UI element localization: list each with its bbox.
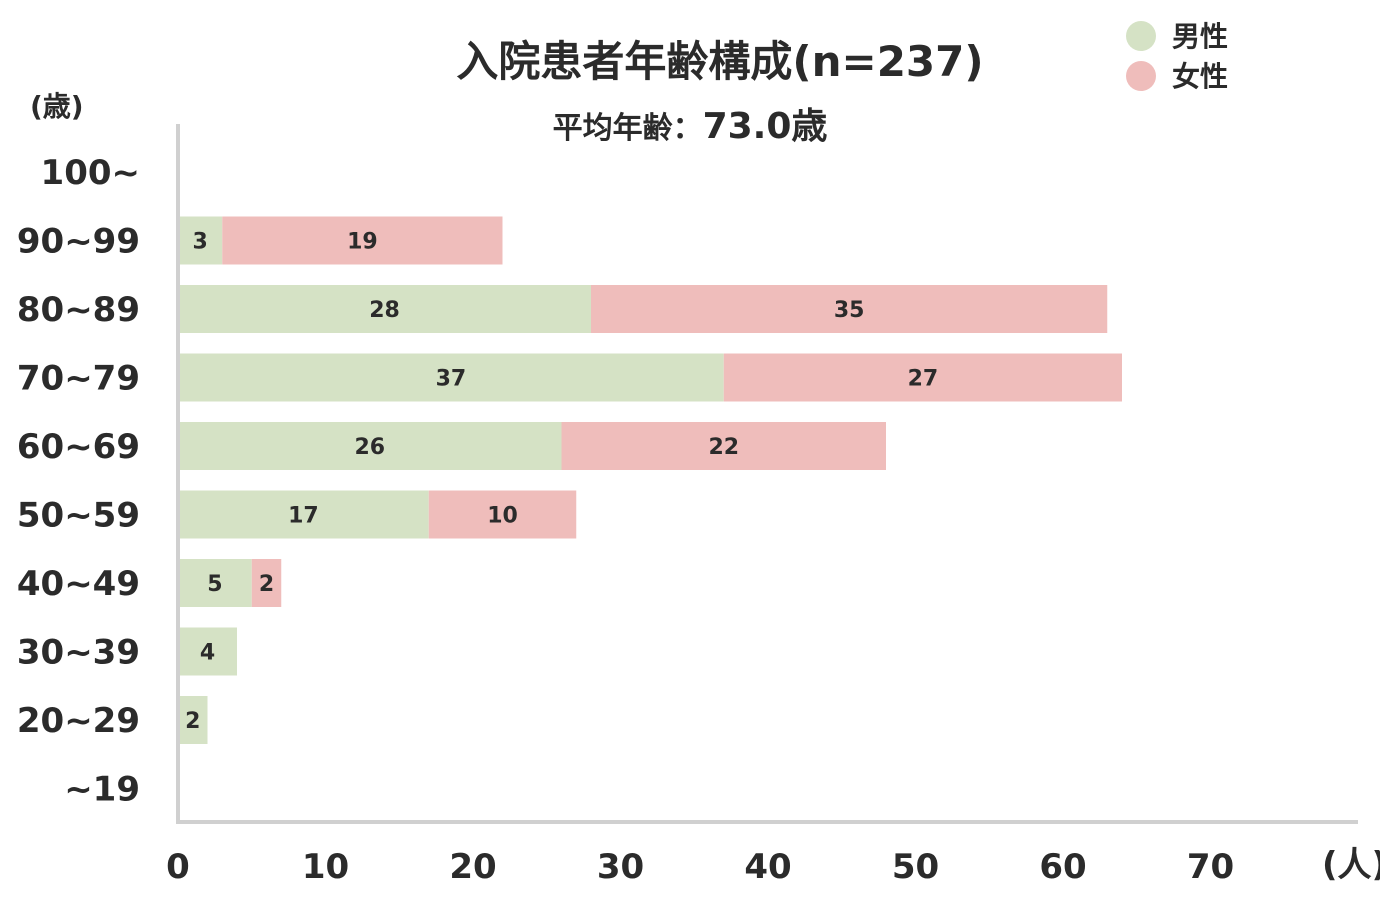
bar-value-label: 2 [185, 709, 200, 734]
chart-subtitle: 平均年齢：73.0歳 [553, 106, 828, 147]
category-label: 30~39 [17, 633, 140, 673]
bar-male [178, 627, 237, 676]
bar-value-label: 27 [908, 367, 939, 392]
bar-value-label: 35 [834, 298, 865, 323]
bar-male [178, 285, 591, 333]
subtitle-value: 73.0歳 [703, 106, 828, 147]
bar-male [178, 353, 724, 402]
category-label: 80~89 [17, 290, 140, 330]
legend-label: 男性 [1172, 20, 1228, 53]
x-tick-label: 60 [1039, 847, 1086, 887]
x-tick-labels: 0 10 20 30 40 50 60 70 [166, 847, 1234, 887]
bar-female [222, 216, 503, 265]
bar-value-label: 17 [288, 504, 319, 529]
category-label: 40~49 [17, 564, 140, 604]
bar-female [591, 285, 1108, 333]
bar-value-label: 26 [354, 435, 385, 460]
bar-value-label: 2 [259, 572, 274, 597]
bar-female [561, 422, 886, 470]
y-axis-unit-label: (歳) [30, 90, 84, 123]
x-tick-label: 10 [302, 847, 349, 887]
x-tick-label: 30 [597, 847, 644, 887]
bar-value-label: 19 [347, 230, 378, 255]
bar-female [723, 353, 1122, 402]
category-label: 60~69 [17, 427, 140, 467]
bar-male [178, 696, 208, 744]
x-tick-label: 40 [744, 847, 791, 887]
bar-value-label: 28 [369, 298, 400, 323]
bar-male [178, 422, 562, 470]
x-tick-label: 0 [166, 847, 190, 887]
legend-swatch [1126, 21, 1156, 51]
bar-value-label: 22 [708, 435, 739, 460]
x-axis-unit-label: (人) [1322, 845, 1380, 885]
legend-label: 女性 [1172, 60, 1228, 93]
category-label: ~19 [64, 770, 140, 810]
bar-female [251, 559, 282, 607]
bar-value-label: 37 [436, 367, 467, 392]
category-label: 90~99 [17, 222, 140, 262]
category-label: 70~79 [17, 359, 140, 399]
bar-male [178, 490, 429, 539]
chart-title: 入院患者年齢構成(n=237) [456, 37, 983, 86]
bar-value-label: 4 [200, 641, 215, 666]
legend-swatch [1126, 61, 1156, 91]
bar-male [178, 216, 223, 265]
x-tick-label: 20 [449, 847, 496, 887]
x-tick-label: 50 [892, 847, 939, 887]
category-label: 50~59 [17, 496, 140, 536]
bar-female [428, 490, 577, 539]
bars-group: 3 19 28 35 37 27 26 22 17 10 5 2 4 2 [178, 216, 1122, 744]
x-tick-label: 70 [1187, 847, 1234, 887]
category-label: 20~29 [17, 701, 140, 741]
subtitle-prefix: 平均年齢： [553, 111, 703, 146]
bar-value-label: 10 [487, 504, 518, 529]
category-label: 100~ [41, 153, 140, 193]
bar-value-label: 5 [207, 572, 222, 597]
bar-male [178, 559, 252, 607]
bar-value-label: 3 [192, 230, 207, 255]
category-labels: 100~ 90~99 80~89 70~79 60~69 50~59 40~49 30~39 2… [17, 153, 140, 810]
